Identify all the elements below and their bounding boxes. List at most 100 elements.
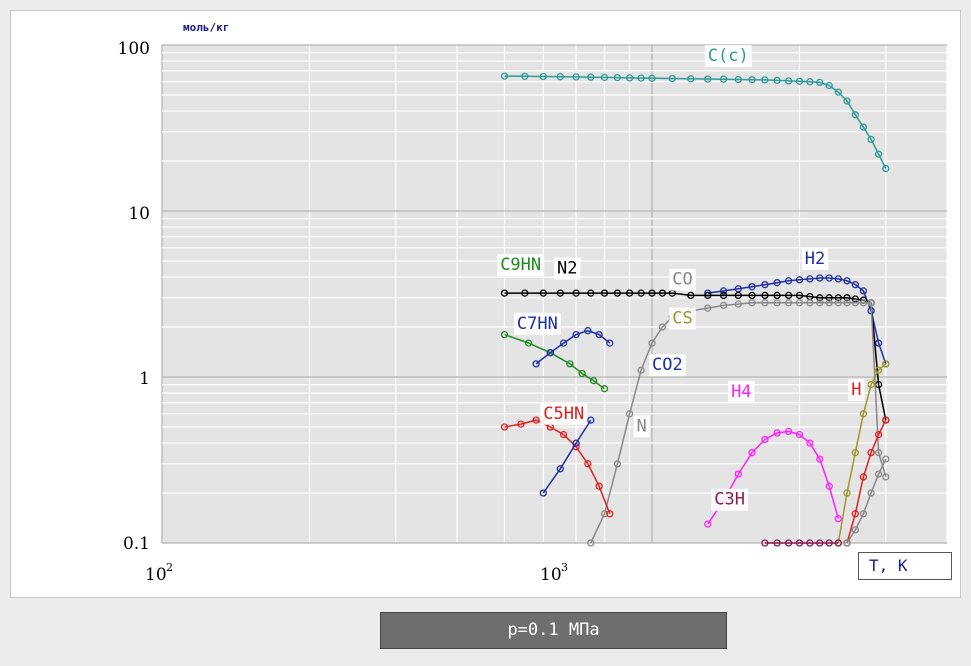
- data-point-co: [625, 410, 634, 418]
- series-label-bg: [669, 268, 696, 291]
- y-tick-10: 10: [128, 204, 150, 224]
- series-label-c9hn: C9HN: [500, 255, 541, 275]
- data-point-n2: [600, 289, 609, 297]
- series-label-co: CO: [672, 270, 692, 290]
- data-point-n2: [773, 291, 781, 300]
- data-point-co2: [587, 416, 595, 424]
- data-point-c-c-: [637, 74, 645, 82]
- x-tick-100-base: 10: [145, 565, 167, 585]
- data-point-h2: [806, 275, 814, 283]
- data-point-n: [882, 455, 890, 463]
- data-point-cs: [882, 360, 890, 368]
- data-point-n2: [637, 289, 645, 297]
- data-point-n: [851, 526, 859, 534]
- data-point-c2h4: [816, 455, 824, 463]
- data-point-c-c-: [773, 76, 781, 85]
- data-point-cs: [843, 489, 851, 497]
- data-point-c2h4: [704, 520, 712, 528]
- data-point-c5hn: [595, 482, 603, 490]
- series-label-bg: [848, 378, 865, 401]
- data-point-n2: [687, 291, 695, 300]
- data-point-cs: [859, 410, 868, 418]
- series-line-c7hn: [535, 329, 611, 365]
- data-point-c-c-: [500, 72, 509, 80]
- data-point-co: [587, 539, 595, 547]
- data-point-n2: [734, 291, 742, 300]
- data-point-n: [843, 539, 851, 547]
- series-labels: C(c) H2 N2 CO CS C9HN C7HN C5HN CO2 H4 C3H H N: [497, 45, 865, 511]
- data-point-c5hn: [584, 460, 592, 468]
- data-point-c5hn: [606, 510, 614, 518]
- data-point-co2: [539, 489, 547, 497]
- series-line-c5hn: [504, 419, 611, 515]
- data-point-co: [843, 299, 851, 307]
- series-label-c3h: C3H: [714, 490, 745, 510]
- data-point-n2: [834, 294, 842, 302]
- series-label-bg: [801, 247, 829, 270]
- data-point-c-c-: [816, 78, 824, 87]
- data-point-n2: [625, 289, 634, 297]
- data-point-c-c-: [806, 78, 814, 86]
- data-point-c9hn: [566, 360, 574, 368]
- data-point-co: [658, 323, 667, 331]
- series-line-n2: [504, 292, 887, 421]
- data-point-co: [806, 299, 814, 307]
- data-point-n2: [587, 289, 595, 297]
- data-point-h: [874, 430, 883, 439]
- series-label-bg: [497, 254, 545, 277]
- data-point-h2: [795, 276, 804, 284]
- data-point-c3h: [784, 539, 793, 547]
- data-point-c-c-: [734, 75, 742, 84]
- data-point-c2h4: [761, 435, 769, 444]
- data-point-h2: [816, 274, 824, 282]
- data-point-c7hn: [532, 360, 540, 368]
- data-point-n2: [556, 289, 564, 297]
- data-point-h2: [843, 277, 851, 285]
- data-point-c9hn: [500, 330, 509, 339]
- data-point-c-c-: [521, 72, 529, 80]
- data-point-c-c-: [874, 150, 883, 158]
- series-label-c5hn: C5HN: [543, 404, 584, 424]
- data-point-co: [795, 299, 804, 307]
- data-point-n2: [851, 295, 859, 303]
- data-point-c7hn: [559, 339, 568, 347]
- data-point-n2: [704, 291, 712, 300]
- series-label-co2: CO2: [652, 355, 683, 375]
- data-point-c3h: [816, 539, 824, 547]
- data-point-co: [637, 366, 645, 374]
- data-point-co: [882, 473, 890, 481]
- data-point-c-c-: [719, 75, 728, 83]
- series-label-n2: N2: [557, 259, 577, 279]
- data-point-c5hn: [559, 430, 568, 439]
- data-point-c-c-: [572, 73, 580, 81]
- data-point-n: [859, 510, 868, 518]
- data-point-n2: [843, 294, 851, 302]
- data-point-co: [859, 299, 868, 307]
- data-point-c9hn: [589, 377, 598, 385]
- data-point-co: [719, 301, 728, 310]
- data-point-n2: [784, 291, 793, 300]
- data-point-c-c-: [761, 76, 769, 84]
- data-point-n2: [795, 291, 804, 300]
- data-point-c2h4: [806, 439, 814, 447]
- data-point-co: [704, 304, 712, 312]
- series-label-bg: [711, 488, 748, 511]
- series-line-c2h4: [707, 430, 840, 525]
- data-point-co: [600, 510, 609, 518]
- data-point-co: [851, 299, 859, 307]
- data-point-c-c-: [600, 73, 609, 82]
- series-label-bg: [728, 380, 755, 403]
- data-point-co: [784, 299, 793, 307]
- data-point-n2: [719, 291, 728, 300]
- data-point-c3h: [806, 539, 814, 547]
- data-point-n2: [500, 289, 509, 297]
- series-label-c2h4: H4: [731, 382, 751, 402]
- data-point-co: [773, 299, 781, 307]
- x-tick-1000-exp: 3: [561, 561, 568, 574]
- plot-area: [161, 44, 948, 544]
- data-point-co: [748, 299, 756, 307]
- data-point-h2: [748, 283, 756, 291]
- data-point-h: [882, 416, 890, 424]
- data-point-c-c-: [748, 76, 756, 84]
